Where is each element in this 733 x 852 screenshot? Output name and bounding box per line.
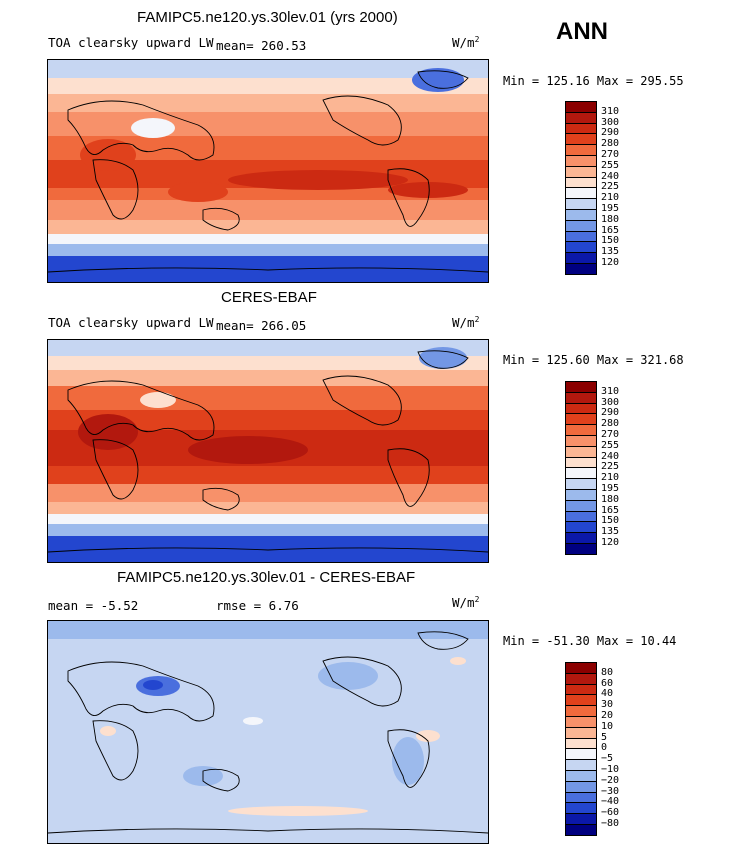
panel2-map (47, 339, 489, 563)
colorbar-label: 10 (601, 720, 614, 732)
colorbar-label: 80 (601, 666, 614, 678)
colorbar-label: 210 (601, 472, 620, 484)
colorbar-label: 270 (601, 429, 620, 440)
panel3-units: W/m2 (452, 595, 480, 611)
colorbar-label: 255 (601, 439, 620, 451)
colorbar-label: 135 (601, 246, 620, 258)
colorbar-label: 180 (601, 493, 620, 505)
colorbar-swatch (565, 543, 597, 555)
panel1-mean: mean= 260.53 (216, 38, 307, 53)
colorbar-label: 40 (601, 688, 614, 700)
panel2-units: W/m2 (452, 315, 480, 331)
panel2-map-svg (48, 340, 488, 562)
colorbar-label: 5 (601, 731, 608, 743)
colorbar-swatch (565, 824, 597, 836)
colorbar-label: 165 (601, 504, 620, 516)
panel1-title: FAMIPC5.ne120.ys.30lev.01 (yrs 2000) (137, 9, 398, 26)
colorbar-label: 210 (601, 192, 620, 204)
colorbar-label: 60 (601, 677, 614, 689)
panel1-variable: TOA clearsky upward LW (48, 35, 214, 50)
colorbar-label: 225 (601, 461, 620, 473)
panel1-map (47, 59, 489, 283)
panel1-minmax: Min = 125.16 Max = 295.55 (503, 74, 684, 88)
colorbar-label: 280 (601, 138, 620, 150)
colorbar-label: 240 (601, 170, 620, 182)
panel2-mean: mean= 266.05 (216, 318, 307, 333)
colorbar-label: 0 (601, 742, 608, 754)
colorbar-label: 150 (601, 235, 620, 247)
colorbar-label: 195 (601, 203, 620, 214)
panel2-minmax: Min = 125.60 Max = 321.68 (503, 353, 684, 367)
panel3-title: FAMIPC5.ne120.ys.30lev.01 - CERES-EBAF (117, 569, 416, 586)
colorbar-label: −60 (601, 807, 620, 819)
panel3-mean: mean = -5.52 (48, 598, 139, 613)
colorbar-label: 20 (601, 710, 614, 721)
colorbar-label: 195 (601, 483, 620, 494)
panel3-minmax: Min = -51.30 Max = 10.44 (503, 634, 677, 648)
panel2-variable: TOA clearsky upward LW (48, 315, 214, 330)
panel3-rmse: rmse = 6.76 (216, 598, 299, 613)
colorbar-label: −80 (601, 818, 620, 829)
colorbar-label: 280 (601, 418, 620, 430)
colorbar-label: 150 (601, 515, 620, 527)
colorbar-label: −20 (601, 774, 620, 786)
colorbar-swatch (565, 263, 597, 275)
colorbar-label: 290 (601, 127, 620, 139)
panel3-map (47, 620, 489, 844)
panel1-units: W/m2 (452, 35, 480, 51)
colorbar-label: 300 (601, 116, 620, 128)
season-label: ANN (556, 18, 608, 45)
colorbar-label: 165 (601, 224, 620, 236)
colorbar-label: 300 (601, 396, 620, 408)
colorbar-label: 30 (601, 699, 614, 711)
panel2-title: CERES-EBAF (221, 289, 317, 306)
colorbar-label: −10 (601, 764, 620, 775)
colorbar-label: 310 (601, 105, 620, 117)
colorbar-label: 310 (601, 385, 620, 397)
colorbar-label: −5 (601, 753, 614, 765)
panel1-map-svg (48, 60, 488, 282)
colorbar-label: 270 (601, 149, 620, 160)
colorbar-label: −40 (601, 796, 620, 808)
colorbar-label: 255 (601, 159, 620, 171)
colorbar-label: 120 (601, 537, 620, 548)
colorbar-label: 240 (601, 450, 620, 462)
colorbar-label: 290 (601, 407, 620, 419)
colorbar-label: −30 (601, 785, 620, 797)
panel3-map-svg (48, 621, 488, 843)
colorbar-label: 135 (601, 526, 620, 538)
colorbar-label: 120 (601, 257, 620, 268)
colorbar-label: 225 (601, 181, 620, 193)
colorbar-label: 180 (601, 213, 620, 225)
